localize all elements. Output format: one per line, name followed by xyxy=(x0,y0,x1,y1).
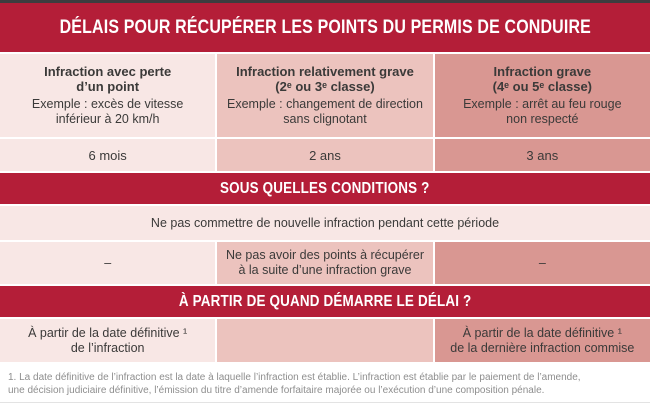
footnote: 1. La date définitive de l’infraction es… xyxy=(8,372,581,396)
conditions-band: SOUS QUELLES CONDITIONS ? xyxy=(0,173,650,204)
start-date-cell-1: À partir de la date définitive ¹ de l’in… xyxy=(0,319,216,362)
column-title: Infraction relativement grave (2ᵉ ou 3ᵉ … xyxy=(236,64,414,94)
page-title: DÉLAIS POUR RÉCUPÉRER LES POINTS DU PERM… xyxy=(59,16,591,38)
column-title: Infraction avec perte d’un point xyxy=(44,64,172,94)
start-date-cell-3: À partir de la date définitive ¹ de la d… xyxy=(434,319,650,362)
duration-row: 6 mois 2 ans 3 ans xyxy=(0,139,650,171)
extra-condition-cell-3: – xyxy=(434,242,650,284)
extra-condition-cell-1: – xyxy=(0,242,216,284)
title-band: DÉLAIS POUR RÉCUPÉRER LES POINTS DU PERM… xyxy=(0,3,650,52)
extra-condition-cell-2: Ne pas avoir des points à récupérer à la… xyxy=(217,242,433,284)
start-date-cell-2 xyxy=(217,319,433,362)
column-title: Infraction grave (4ᵉ ou 5ᵉ classe) xyxy=(492,64,592,94)
duration-cell-1: 6 mois xyxy=(0,139,216,171)
conditions-heading: SOUS QUELLES CONDITIONS ? xyxy=(220,179,430,197)
extra-condition-row: – Ne pas avoir des points à récupérer à … xyxy=(0,242,650,284)
column-headers-row: Infraction avec perte d’un point Exemple… xyxy=(0,54,650,137)
start-date-row: À partir de la date définitive ¹ de l’in… xyxy=(0,319,650,362)
duration-cell-2: 2 ans xyxy=(217,139,433,171)
bottom-divider xyxy=(0,402,650,403)
column-header-infraction-relativement-grave: Infraction relativement grave (2ᵉ ou 3ᵉ … xyxy=(217,54,433,137)
start-delay-heading: À PARTIR DE QUAND DÉMARRE LE DÉLAI ? xyxy=(178,292,472,310)
duration-cell-3: 3 ans xyxy=(434,139,650,171)
start-delay-band: À PARTIR DE QUAND DÉMARRE LE DÉLAI ? xyxy=(0,286,650,317)
condition-all-columns-row: Ne pas commettre de nouvelle infraction … xyxy=(0,206,650,240)
column-header-infraction-1-point: Infraction avec perte d’un point Exemple… xyxy=(0,54,216,137)
column-header-infraction-grave: Infraction grave (4ᵉ ou 5ᵉ classe) Exemp… xyxy=(434,54,650,137)
top-edge-strip xyxy=(0,0,650,3)
column-example: Exemple : excès de vitesse inférieur à 2… xyxy=(31,97,184,126)
column-example: Exemple : arrêt au feu rouge non respect… xyxy=(463,97,622,126)
column-example: Exemple : changement de direction sans c… xyxy=(227,97,423,126)
